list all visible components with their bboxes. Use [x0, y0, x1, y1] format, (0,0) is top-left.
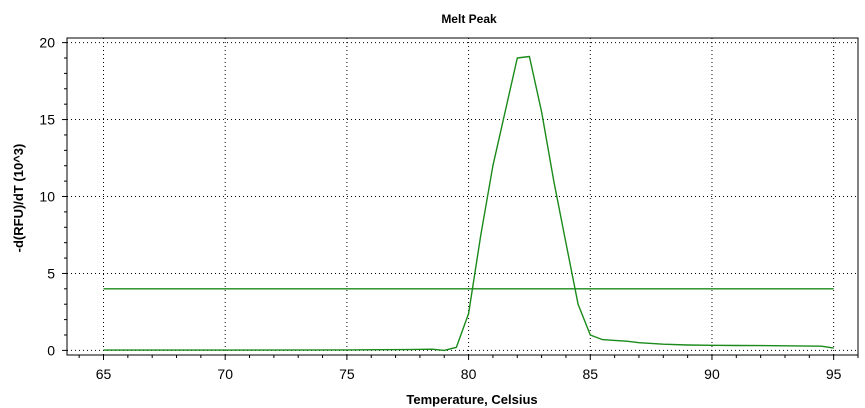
grid-lines [67, 38, 858, 355]
y-tick-label: 20 [39, 35, 55, 51]
y-tick-label: 15 [39, 112, 55, 128]
x-axis-label: Temperature, Celsius [406, 392, 537, 407]
axes [62, 37, 859, 360]
x-tick-label: 65 [96, 366, 112, 382]
chart-title: Melt Peak [441, 12, 497, 26]
tick-labels: 65 70 75 80 85 90 95 0 5 10 15 20 [39, 35, 841, 382]
x-tick-label: 90 [704, 366, 720, 382]
x-tick-label: 80 [461, 366, 477, 382]
y-axis-label: -d(RFU)/dT (10^3) [11, 144, 26, 253]
y-tick-label: 0 [47, 342, 55, 358]
melt-curve-line [103, 55, 834, 352]
x-tick-label: 70 [217, 366, 233, 382]
y-tick-label: 10 [39, 189, 55, 205]
series-lines [103, 55, 834, 352]
y-tick-label: 5 [47, 265, 55, 281]
x-tick-label: 75 [339, 366, 355, 382]
x-tick-label: 95 [826, 366, 842, 382]
x-tick-label: 85 [582, 366, 598, 382]
